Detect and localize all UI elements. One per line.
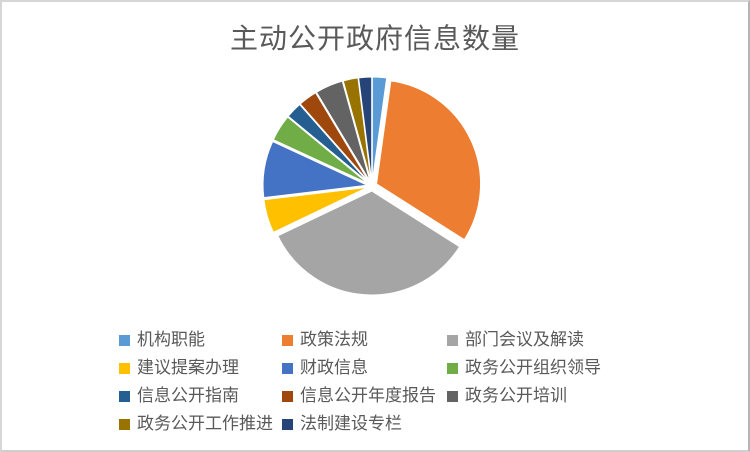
legend-label: 机构职能 xyxy=(137,330,205,349)
legend-item[interactable]: 信息公开年度报告 xyxy=(282,385,436,407)
legend-label: 信息公开年度报告 xyxy=(300,386,436,405)
legend-item[interactable]: 法制建设专栏 xyxy=(282,413,402,435)
legend-swatch-icon xyxy=(119,362,130,374)
legend-label: 财政信息 xyxy=(300,358,368,377)
legend-item[interactable]: 财政信息 xyxy=(282,357,368,379)
legend-label: 政务公开培训 xyxy=(465,386,567,405)
legend-swatch-icon xyxy=(282,362,293,374)
legend-item[interactable]: 建议提案办理 xyxy=(119,357,239,379)
legend-swatch-icon xyxy=(119,334,130,346)
legend-item[interactable]: 政务公开工作推进 xyxy=(119,413,273,435)
legend-swatch-icon xyxy=(447,390,458,402)
legend-swatch-icon xyxy=(282,418,293,430)
pie-slice-3[interactable] xyxy=(277,190,461,296)
legend-item[interactable]: 部门会议及解读 xyxy=(447,329,584,351)
legend-label: 部门会议及解读 xyxy=(465,330,584,349)
pie-slice-9[interactable] xyxy=(315,80,371,182)
legend-item[interactable]: 政务公开培训 xyxy=(447,385,567,407)
legend-label: 信息公开指南 xyxy=(137,386,239,405)
pie-slice-1[interactable] xyxy=(371,76,388,182)
pie-slice-4[interactable] xyxy=(263,186,368,233)
pie-slice-11[interactable] xyxy=(358,76,373,182)
legend-item[interactable]: 政策法规 xyxy=(282,329,368,351)
chart-title: 主动公开政府信息数量 xyxy=(229,24,520,55)
legend-swatch-icon xyxy=(119,418,130,430)
legend-swatch-icon xyxy=(119,390,130,402)
legend-label: 建议提案办理 xyxy=(137,358,239,377)
pie-slice-7[interactable] xyxy=(287,103,369,183)
pie-slice-5[interactable] xyxy=(262,140,369,199)
legend-swatch-icon xyxy=(282,334,293,346)
pie-slice-10[interactable] xyxy=(342,77,372,182)
legend-label: 政务公开工作推进 xyxy=(137,414,273,433)
legend-label: 法制建设专栏 xyxy=(300,414,402,433)
legend-swatch-icon xyxy=(447,362,458,374)
pie-slice-2[interactable] xyxy=(376,80,482,241)
legend-label: 政策法规 xyxy=(300,330,368,349)
legend-swatch-icon xyxy=(447,334,458,346)
legend-item[interactable]: 机构职能 xyxy=(119,329,205,351)
legend-item[interactable]: 政务公开组织领导 xyxy=(447,357,601,379)
legend-swatch-icon xyxy=(282,390,293,402)
legend-label: 政务公开组织领导 xyxy=(465,358,601,377)
pie-slice-8[interactable] xyxy=(299,92,370,183)
legend-item[interactable]: 信息公开指南 xyxy=(119,385,239,407)
pie-slice-6[interactable] xyxy=(272,116,369,184)
